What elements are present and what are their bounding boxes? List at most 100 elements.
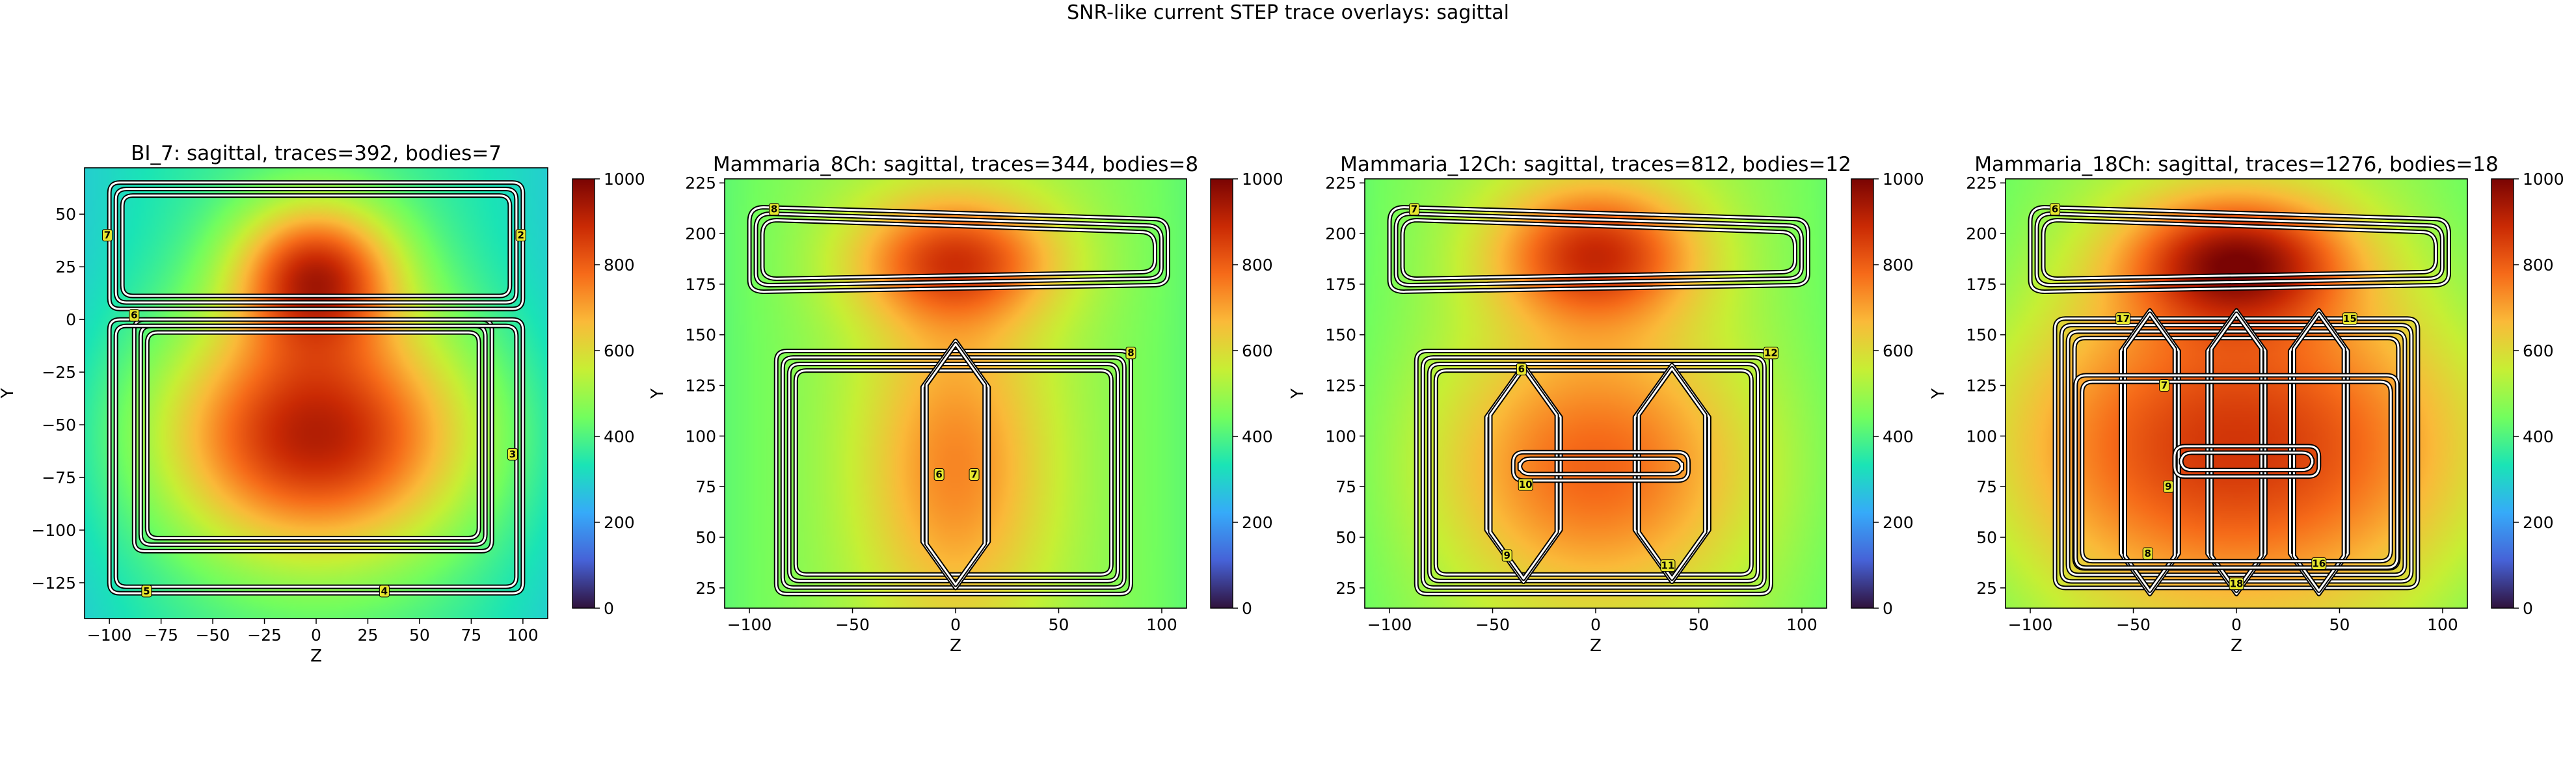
coil-rect-trace (2081, 380, 2392, 563)
colorbar-tick-label: 1000 (2523, 170, 2564, 189)
x-tick-label: 0 (311, 626, 321, 645)
colorbar-tick-label: 400 (1242, 427, 1273, 446)
body-marker-box (2163, 480, 2174, 493)
panel-1: 7 2 6 3 5 4 −100 −75 −50 −25 0 25 50 75 100 50 25 0 −25 −50… (0, 142, 645, 666)
coil-rect-trace (121, 194, 511, 297)
body-marker-label: 4 (381, 585, 388, 597)
y-axis-label: Y (1929, 388, 1948, 399)
colorbar-tick-label: 200 (2523, 513, 2554, 532)
body-marker-label: 2 (517, 230, 524, 241)
coil-rect-trace (2054, 317, 2419, 589)
body-marker-label: 15 (2343, 313, 2357, 325)
x-tick-label: 100 (2427, 615, 2458, 634)
coil-loop-trace (1388, 206, 1809, 293)
coil-hex-trace (2292, 312, 2345, 592)
coil-loop-trace (1395, 213, 1803, 286)
coil-hex-trace (2288, 309, 2349, 595)
coil-rect-trace (2180, 451, 2314, 472)
body-marker-box (1125, 347, 1136, 360)
x-tick-label: −50 (2116, 615, 2151, 634)
colorbar-tick-label: 400 (1883, 427, 1914, 446)
coil-loop-trace (755, 213, 1162, 286)
x-tick-label: 100 (1786, 615, 1818, 634)
y-tick-label: 0 (66, 310, 76, 329)
colorbar-tick-label: 800 (604, 256, 635, 274)
body-marker-box (507, 447, 518, 461)
x-tick-label: 50 (409, 626, 430, 645)
x-axis-label: Z (1590, 636, 1602, 656)
y-tick-label: 25 (55, 258, 76, 276)
colorbar-tick-label: 600 (604, 341, 635, 360)
x-tick-label: −75 (144, 626, 178, 645)
coil-hex-trace (2207, 309, 2266, 595)
coil-hex-trace (2120, 309, 2180, 595)
x-tick-label: −50 (1475, 615, 1510, 634)
colorbar-tick-label: 1000 (604, 170, 645, 189)
coil-rect-trace (2060, 324, 2413, 583)
coil-rect-trace (2074, 374, 2398, 569)
body-marker-label: 6 (2052, 204, 2058, 215)
colorbar-tick-label: 800 (2523, 256, 2554, 274)
body-marker-label: 3 (509, 448, 516, 460)
colorbar-tick-label: 800 (1883, 256, 1914, 274)
x-tick-label: 25 (358, 626, 379, 645)
colorbar-tick-label: 800 (1242, 256, 1273, 274)
y-tick-label: 175 (1325, 275, 1356, 294)
panel-4: 6 17 15 7 9 8 16 18 −100 −50 0 50 100 225 200 175 150 125… (1929, 153, 2564, 656)
body-marker-label: 8 (1127, 347, 1134, 359)
body-marker-label: 12 (1764, 347, 1778, 359)
coil-hex-trace (925, 343, 986, 586)
y-tick-label: 200 (1325, 224, 1356, 243)
body-marker-label: 18 (2230, 578, 2244, 590)
body-marker-label: 7 (1411, 204, 1417, 215)
body-marker-box (2142, 547, 2153, 560)
colorbar-tick-label: 0 (1883, 599, 1893, 618)
body-marker-box (1518, 478, 1533, 491)
x-tick-label: −100 (87, 626, 132, 645)
coil-rect-trace (108, 181, 524, 310)
body-marker-box (515, 229, 526, 242)
x-tick-label: 0 (950, 615, 961, 634)
body-marker-label: 17 (2116, 313, 2130, 325)
figure-suptitle: SNR-like current STEP trace overlays: sa… (1067, 1, 1509, 24)
panel-title: BI_7: sagittal, traces=392, bodies=7 (131, 142, 502, 165)
x-tick-label: −100 (2008, 615, 2053, 634)
colorbar-tick-label: 0 (2523, 599, 2533, 618)
y-tick-label: −75 (42, 468, 76, 487)
body-marker-box (1763, 347, 1778, 360)
coil-hex-trace (2124, 312, 2176, 592)
colorbar: 0 200 400 600 800 1000 (1851, 170, 1924, 618)
coil-rect-trace (2067, 330, 2406, 576)
body-marker-box (2229, 578, 2244, 591)
body-marker-label: 10 (1519, 479, 1533, 490)
body-marker-box (969, 468, 980, 481)
colorbar-gradient (2491, 178, 2514, 609)
y-tick-label: 75 (1976, 477, 1997, 496)
body-marker-box (1409, 203, 1420, 216)
colorbar: 0 200 400 600 800 1000 (572, 170, 645, 618)
colorbar-tick-label: 200 (1242, 513, 1273, 532)
panel-title: Mammaria_8Ch: sagittal, traces=344, bodi… (713, 153, 1198, 176)
coil-loop-trace (2042, 219, 2437, 280)
body-marker-box (2050, 203, 2061, 216)
y-tick-label: 50 (55, 205, 76, 224)
x-axis-label: Z (950, 636, 961, 656)
x-tick-label: 75 (461, 626, 481, 645)
body-marker-label: 6 (131, 310, 137, 321)
colorbar-tick-label: 0 (604, 599, 614, 618)
coil-hex-trace (1633, 364, 1710, 583)
coil-rect-trace (114, 325, 518, 588)
colorbar: 0 200 400 600 800 1000 (2491, 170, 2564, 618)
colorbar-gradient (572, 178, 595, 609)
y-tick-label: 150 (1966, 326, 1997, 345)
coil-rect-trace (114, 188, 518, 304)
body-marker-label: 11 (1661, 560, 1675, 572)
coil-loop-trace (1401, 219, 1796, 280)
colorbar-tick-label: 200 (604, 513, 635, 532)
x-tick-label: 0 (1590, 615, 1601, 634)
colorbar-tick-label: 600 (1883, 341, 1914, 360)
body-marker-label: 8 (771, 204, 777, 215)
coil-rect-trace (781, 356, 1125, 589)
y-tick-label: −125 (31, 574, 76, 593)
